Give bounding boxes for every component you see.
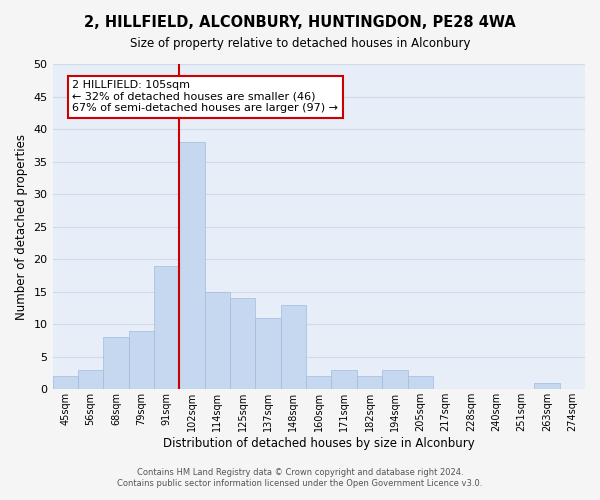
Bar (407, 376, 433, 390)
Bar (306, 376, 331, 390)
Bar (53, 376, 78, 390)
Bar (256, 318, 281, 390)
Bar (205, 292, 230, 390)
Bar (78, 370, 103, 390)
Bar (179, 142, 205, 390)
Bar (154, 266, 179, 390)
Text: 2, HILLFIELD, ALCONBURY, HUNTINGDON, PE28 4WA: 2, HILLFIELD, ALCONBURY, HUNTINGDON, PE2… (84, 15, 516, 30)
Bar (230, 298, 256, 390)
Bar (281, 304, 306, 390)
Text: Contains HM Land Registry data © Crown copyright and database right 2024.
Contai: Contains HM Land Registry data © Crown c… (118, 468, 482, 487)
X-axis label: Distribution of detached houses by size in Alconbury: Distribution of detached houses by size … (163, 437, 475, 450)
Text: Size of property relative to detached houses in Alconbury: Size of property relative to detached ho… (130, 38, 470, 51)
Bar (382, 370, 407, 390)
Text: 2 HILLFIELD: 105sqm
← 32% of detached houses are smaller (46)
67% of semi-detach: 2 HILLFIELD: 105sqm ← 32% of detached ho… (72, 80, 338, 114)
Bar (128, 330, 154, 390)
Bar (103, 337, 128, 390)
Y-axis label: Number of detached properties: Number of detached properties (15, 134, 28, 320)
Bar (331, 370, 357, 390)
Bar (357, 376, 382, 390)
Bar (534, 383, 560, 390)
